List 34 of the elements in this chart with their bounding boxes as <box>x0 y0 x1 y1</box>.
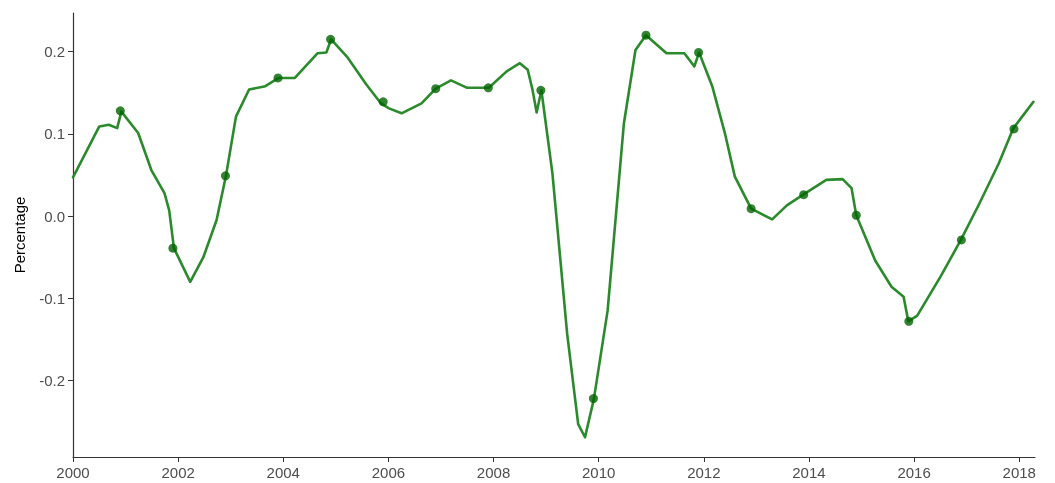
y-tick-label: 0.0 <box>44 207 65 225</box>
y-axis-title: Percentage <box>11 196 28 274</box>
y-tick-label: 0.1 <box>44 125 65 143</box>
point <box>483 83 493 93</box>
point <box>799 190 809 200</box>
point <box>956 235 966 245</box>
point <box>115 106 125 116</box>
point <box>220 171 230 181</box>
x-tick-label: 2014 <box>792 464 826 481</box>
y-tick-label: 0.2 <box>44 43 65 61</box>
x-tick-label: 2010 <box>582 464 616 481</box>
point <box>851 210 861 220</box>
x-tick-label: 2000 <box>56 464 90 481</box>
point <box>431 84 441 94</box>
point <box>904 316 914 326</box>
x-tick-label: 2006 <box>371 464 406 481</box>
y-tick-label: -0.2 <box>39 372 65 390</box>
point <box>746 204 756 214</box>
x-tick-label: 2012 <box>687 464 721 481</box>
point <box>326 34 336 44</box>
point <box>168 243 178 253</box>
x-tick-label: 2016 <box>897 464 931 481</box>
y-tick-label: -0.1 <box>39 289 65 307</box>
point <box>378 97 388 107</box>
x-tick-label: 2018 <box>1002 464 1036 481</box>
x-tick-label: 2008 <box>476 464 511 481</box>
point <box>694 47 704 57</box>
x-tick-label: 2004 <box>266 464 300 481</box>
x-tick-label: 2002 <box>161 464 195 481</box>
point <box>273 73 283 83</box>
point <box>536 85 546 95</box>
point <box>588 394 598 404</box>
point <box>641 30 651 40</box>
point <box>1009 124 1019 134</box>
